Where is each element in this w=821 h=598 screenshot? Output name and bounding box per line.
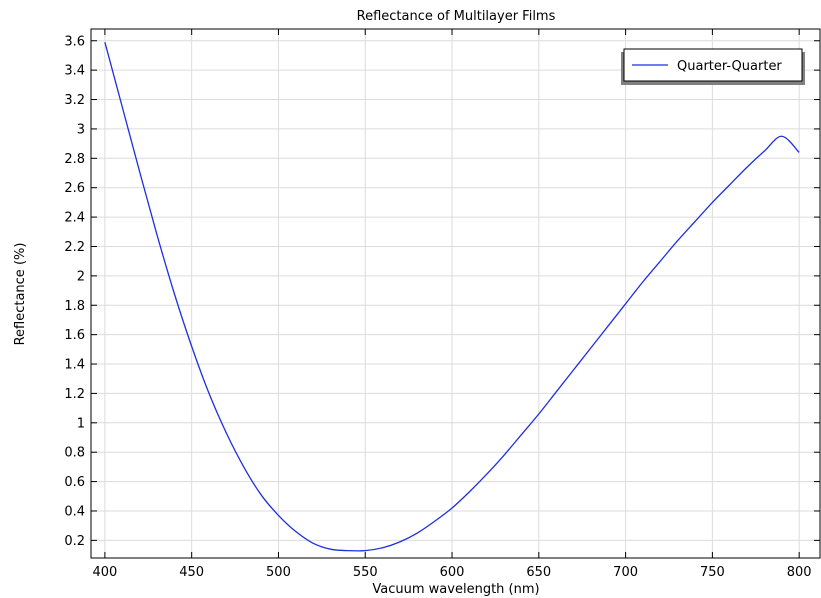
y-tick-label: 3.4 (64, 64, 85, 79)
x-tick-label: 400 (92, 565, 117, 580)
x-tick-label: 500 (266, 565, 291, 580)
x-tick-label: 750 (700, 565, 725, 580)
y-tick-label: 0.6 (64, 475, 85, 490)
chart-title: Reflectance of Multilayer Films (357, 9, 556, 24)
x-tick-label: 800 (787, 565, 812, 580)
legend: Quarter-Quarter (621, 49, 805, 85)
x-tick-label: 650 (526, 565, 551, 580)
y-tick-label: 1.6 (64, 328, 85, 343)
y-tick-label: 0.8 (64, 446, 85, 461)
y-tick-label: 0.2 (64, 534, 85, 549)
y-axis-tick-labels: 0.2 0.4 0.6 0.8 1 1.2 1.4 1.6 1.8 2 2.2 2.4 2.6 2.8 3 3… (64, 34, 85, 549)
x-tick-label: 700 (613, 565, 638, 580)
y-axis-label: Reflectance (%) (13, 243, 28, 346)
y-tick-label: 3 (77, 122, 85, 137)
y-tick-label: 2 (77, 269, 85, 284)
y-tick-label: 1.4 (64, 358, 85, 373)
y-tick-label: 2.2 (64, 240, 85, 255)
x-axis-tick-labels: 400 450 500 550 600 650 700 750 800 (92, 565, 811, 580)
y-tick-label: 2.8 (64, 152, 85, 167)
x-axis-label: Vacuum wavelength (nm) (372, 582, 539, 597)
y-tick-label: 1.2 (64, 387, 85, 402)
x-tick-label: 550 (353, 565, 378, 580)
grid-lines (91, 29, 820, 558)
y-tick-label: 3.6 (64, 34, 85, 49)
legend-label-quarter-quarter: Quarter-Quarter (677, 59, 782, 74)
y-tick-label: 2.6 (64, 181, 85, 196)
axis-ticks (91, 29, 820, 558)
plot-frame (91, 29, 820, 558)
y-tick-label: 1 (77, 416, 85, 431)
x-tick-label: 600 (440, 565, 465, 580)
y-tick-label: 3.2 (64, 93, 85, 108)
y-tick-label: 1.8 (64, 299, 85, 314)
x-tick-label: 450 (179, 565, 204, 580)
y-tick-label: 0.4 (64, 504, 85, 519)
y-tick-label: 2.4 (64, 211, 85, 226)
